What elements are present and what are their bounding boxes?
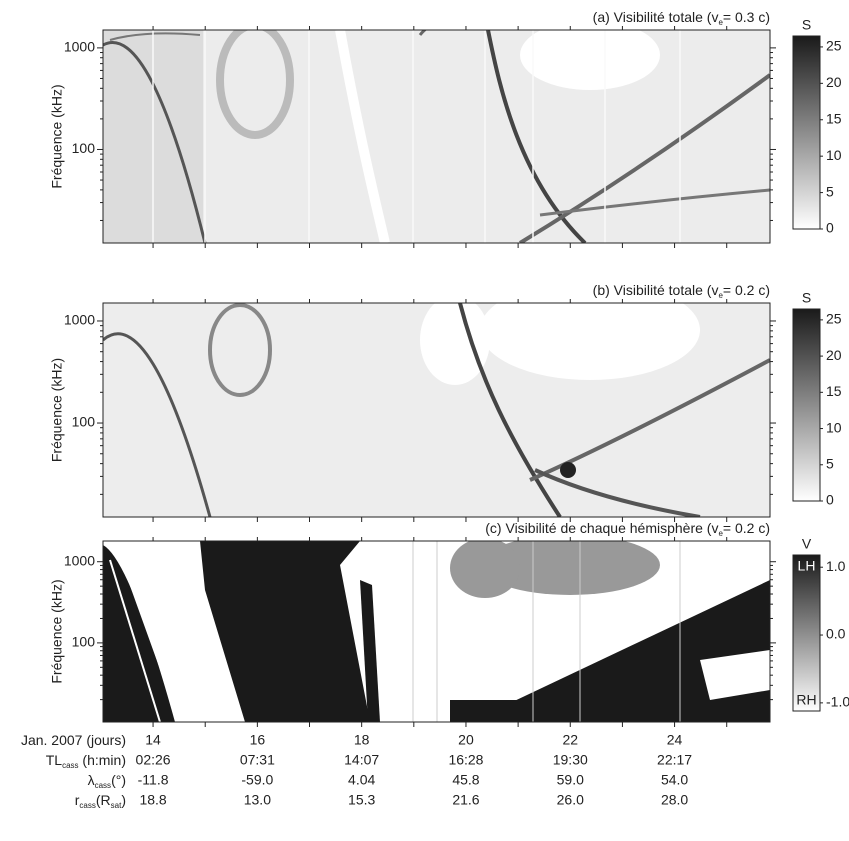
row-value: 45.8 — [452, 772, 479, 788]
text-part: (a) Visibilité totale (v — [593, 9, 719, 25]
colorbar-label: S — [802, 17, 811, 33]
row-value: 16:28 — [448, 752, 483, 768]
text-part: ) — [121, 792, 126, 808]
row-value: 19:30 — [553, 752, 588, 768]
colorbar-tick-label: 0.0 — [826, 626, 846, 642]
row-label: λcass(°) — [88, 772, 126, 790]
row-value: 14 — [145, 732, 161, 748]
row-value: 18.8 — [139, 792, 166, 808]
colorbar-top-label: LH — [798, 558, 816, 574]
text-part: = 0.2 c) — [723, 282, 770, 298]
row-value: 24 — [667, 732, 683, 748]
colorbar-label: S — [802, 290, 811, 306]
y-tick-label: 1000 — [64, 552, 95, 568]
text-part: cass — [95, 781, 111, 790]
y-tick-label: 100 — [72, 414, 96, 430]
colorbar — [792, 308, 821, 502]
row-value: 22 — [562, 732, 578, 748]
colorbar — [792, 554, 821, 712]
row-value: 13.0 — [244, 792, 271, 808]
colorbar-tick-label: 15 — [826, 110, 842, 126]
row-value: 22:17 — [657, 752, 692, 768]
colorbar-tick-label: 0 — [826, 492, 834, 508]
colorbar-bottom-label: RH — [796, 692, 816, 708]
text-part: e — [718, 529, 723, 538]
plot-frame — [102, 29, 771, 244]
colorbar-tick-label: 1.0 — [826, 558, 846, 574]
colorbar-tick-label: 5 — [826, 455, 834, 471]
y-axis-label: Fréquence (kHz) — [49, 84, 65, 188]
row-value: 16 — [250, 732, 266, 748]
colorbar-tick-label: 15 — [826, 383, 842, 399]
colorbar-tick-label: 5 — [826, 183, 834, 199]
colorbar-tick-label: 20 — [826, 347, 842, 363]
row-value: 28.0 — [661, 792, 688, 808]
row-value: 54.0 — [661, 772, 688, 788]
row-value: 02:26 — [136, 752, 171, 768]
row-label: TLcass (h:min) — [46, 752, 126, 770]
row-value: 14:07 — [344, 752, 379, 768]
text-part: = 0.3 c) — [723, 9, 770, 25]
panel-title: (a) Visibilité totale (ve= 0.3 c) — [593, 9, 770, 27]
text-part: (°) — [111, 772, 126, 788]
y-tick-label: 100 — [72, 140, 96, 156]
row-value: 59.0 — [557, 772, 584, 788]
text-part: (h:min) — [79, 752, 126, 768]
text-part: sat — [111, 801, 122, 810]
panel-title: (c) Visibilité de chaque hémisphère (ve=… — [485, 520, 770, 538]
y-tick-label: 1000 — [64, 39, 95, 55]
row-label: Jan. 2007 (jours) — [21, 732, 126, 748]
row-value: 20 — [458, 732, 474, 748]
colorbar-tick-label: 10 — [826, 419, 842, 435]
row-value: 4.04 — [348, 772, 375, 788]
text-part: (b) Visibilité totale (v — [593, 282, 719, 298]
y-tick-label: 1000 — [64, 312, 95, 328]
plot-frame — [102, 540, 771, 723]
text-part: (R — [96, 792, 111, 808]
colorbar-tick-label: 10 — [826, 147, 842, 163]
text-part: (c) Visibilité de chaque hémisphère (v — [485, 520, 718, 536]
row-value: 18 — [354, 732, 370, 748]
colorbar-label: V — [802, 536, 812, 552]
y-tick-label: 100 — [72, 634, 96, 650]
panel-title: (b) Visibilité totale (ve= 0.2 c) — [593, 282, 770, 300]
spectrogram-image — [103, 30, 770, 243]
colorbar-tick-label: 20 — [826, 74, 842, 90]
text-part: λ — [88, 772, 95, 788]
row-value: -59.0 — [241, 772, 273, 788]
colorbar-tick-label: 0 — [826, 220, 834, 236]
y-axis-label: Fréquence (kHz) — [49, 579, 65, 683]
text-part: TL — [46, 752, 63, 768]
colorbar-tick-label: -1.0 — [826, 694, 849, 710]
spectrogram-image — [103, 541, 770, 722]
row-value: 07:31 — [240, 752, 275, 768]
text-part: cass — [62, 761, 78, 770]
plot-frame — [102, 302, 771, 518]
row-value: 15.3 — [348, 792, 375, 808]
row-value: 21.6 — [452, 792, 479, 808]
colorbar — [792, 35, 821, 230]
text-part: e — [718, 18, 723, 27]
text-part: = 0.2 c) — [723, 520, 770, 536]
y-axis-label: Fréquence (kHz) — [49, 358, 65, 462]
spectrogram-image — [103, 303, 770, 517]
colorbar-tick-label: 25 — [826, 38, 842, 54]
row-label: rcass(Rsat) — [75, 792, 126, 810]
text-part: r — [75, 792, 80, 808]
text-part: cass — [79, 801, 95, 810]
colorbar-tick-label: 25 — [826, 311, 842, 327]
text-part: Jan. 2007 (jours) — [21, 732, 126, 748]
row-value: -11.8 — [138, 772, 169, 788]
row-value: 26.0 — [557, 792, 584, 808]
text-part: e — [718, 291, 723, 300]
